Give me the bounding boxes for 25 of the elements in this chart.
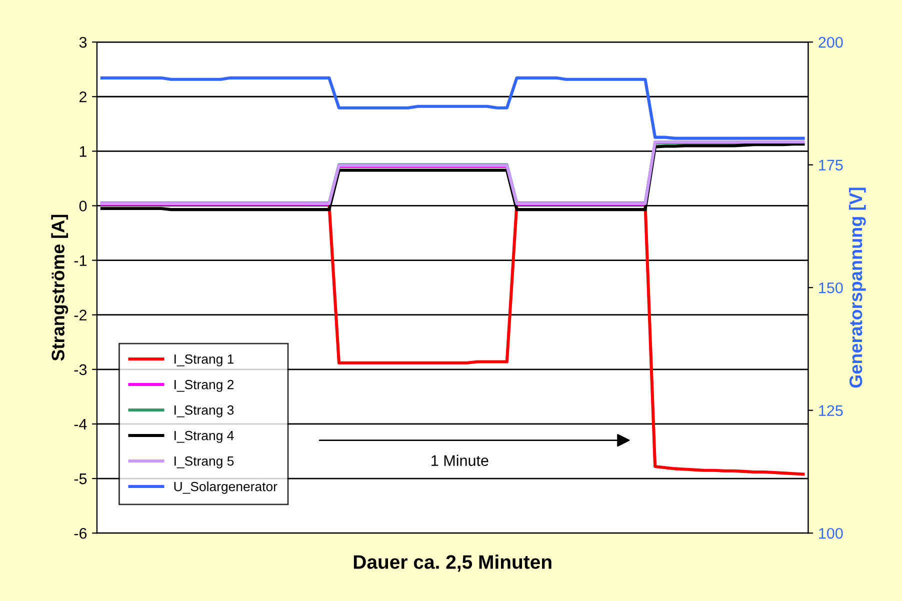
y2-axis-title: Generatorspannung [V] (848, 188, 866, 388)
y-tick-label: -3 (74, 364, 87, 376)
y-tick-label: -5 (74, 474, 87, 484)
x-axis-title: Dauer ca. 2,5 Minuten (354, 554, 552, 572)
y-tick-label: 3 (79, 36, 87, 48)
y-tick-label: -2 (74, 310, 86, 320)
y-tick-label: -6 (74, 528, 87, 539)
legend-label: I_Strang 3 (174, 405, 234, 418)
y-axis-title: Strangströme [A] (51, 214, 68, 361)
legend-label: U_Solargenerator (174, 482, 278, 494)
y-tick-label: -4 (74, 418, 87, 430)
y2-tick-label: 100 (819, 528, 843, 539)
legend-label: I_Strang 5 (174, 456, 234, 468)
y-tick-label: 1 (80, 146, 86, 157)
y-tick-label: -1 (74, 255, 86, 266)
annotation: 1 Minute (432, 454, 488, 466)
y-tick-label: 0 (79, 200, 87, 212)
y2-tick-label: 150 (819, 282, 843, 294)
y-tick-label: 2 (80, 91, 86, 102)
y2-tick-label: 125 (819, 405, 843, 416)
legend-label: I_Strang 1 (174, 354, 234, 366)
legend-label: I_Strang 2 (174, 380, 234, 392)
y2-tick-label: 175 (819, 160, 843, 171)
legend-label: I_Strang 4 (174, 430, 234, 443)
y2-tick-label: 200 (818, 36, 843, 48)
